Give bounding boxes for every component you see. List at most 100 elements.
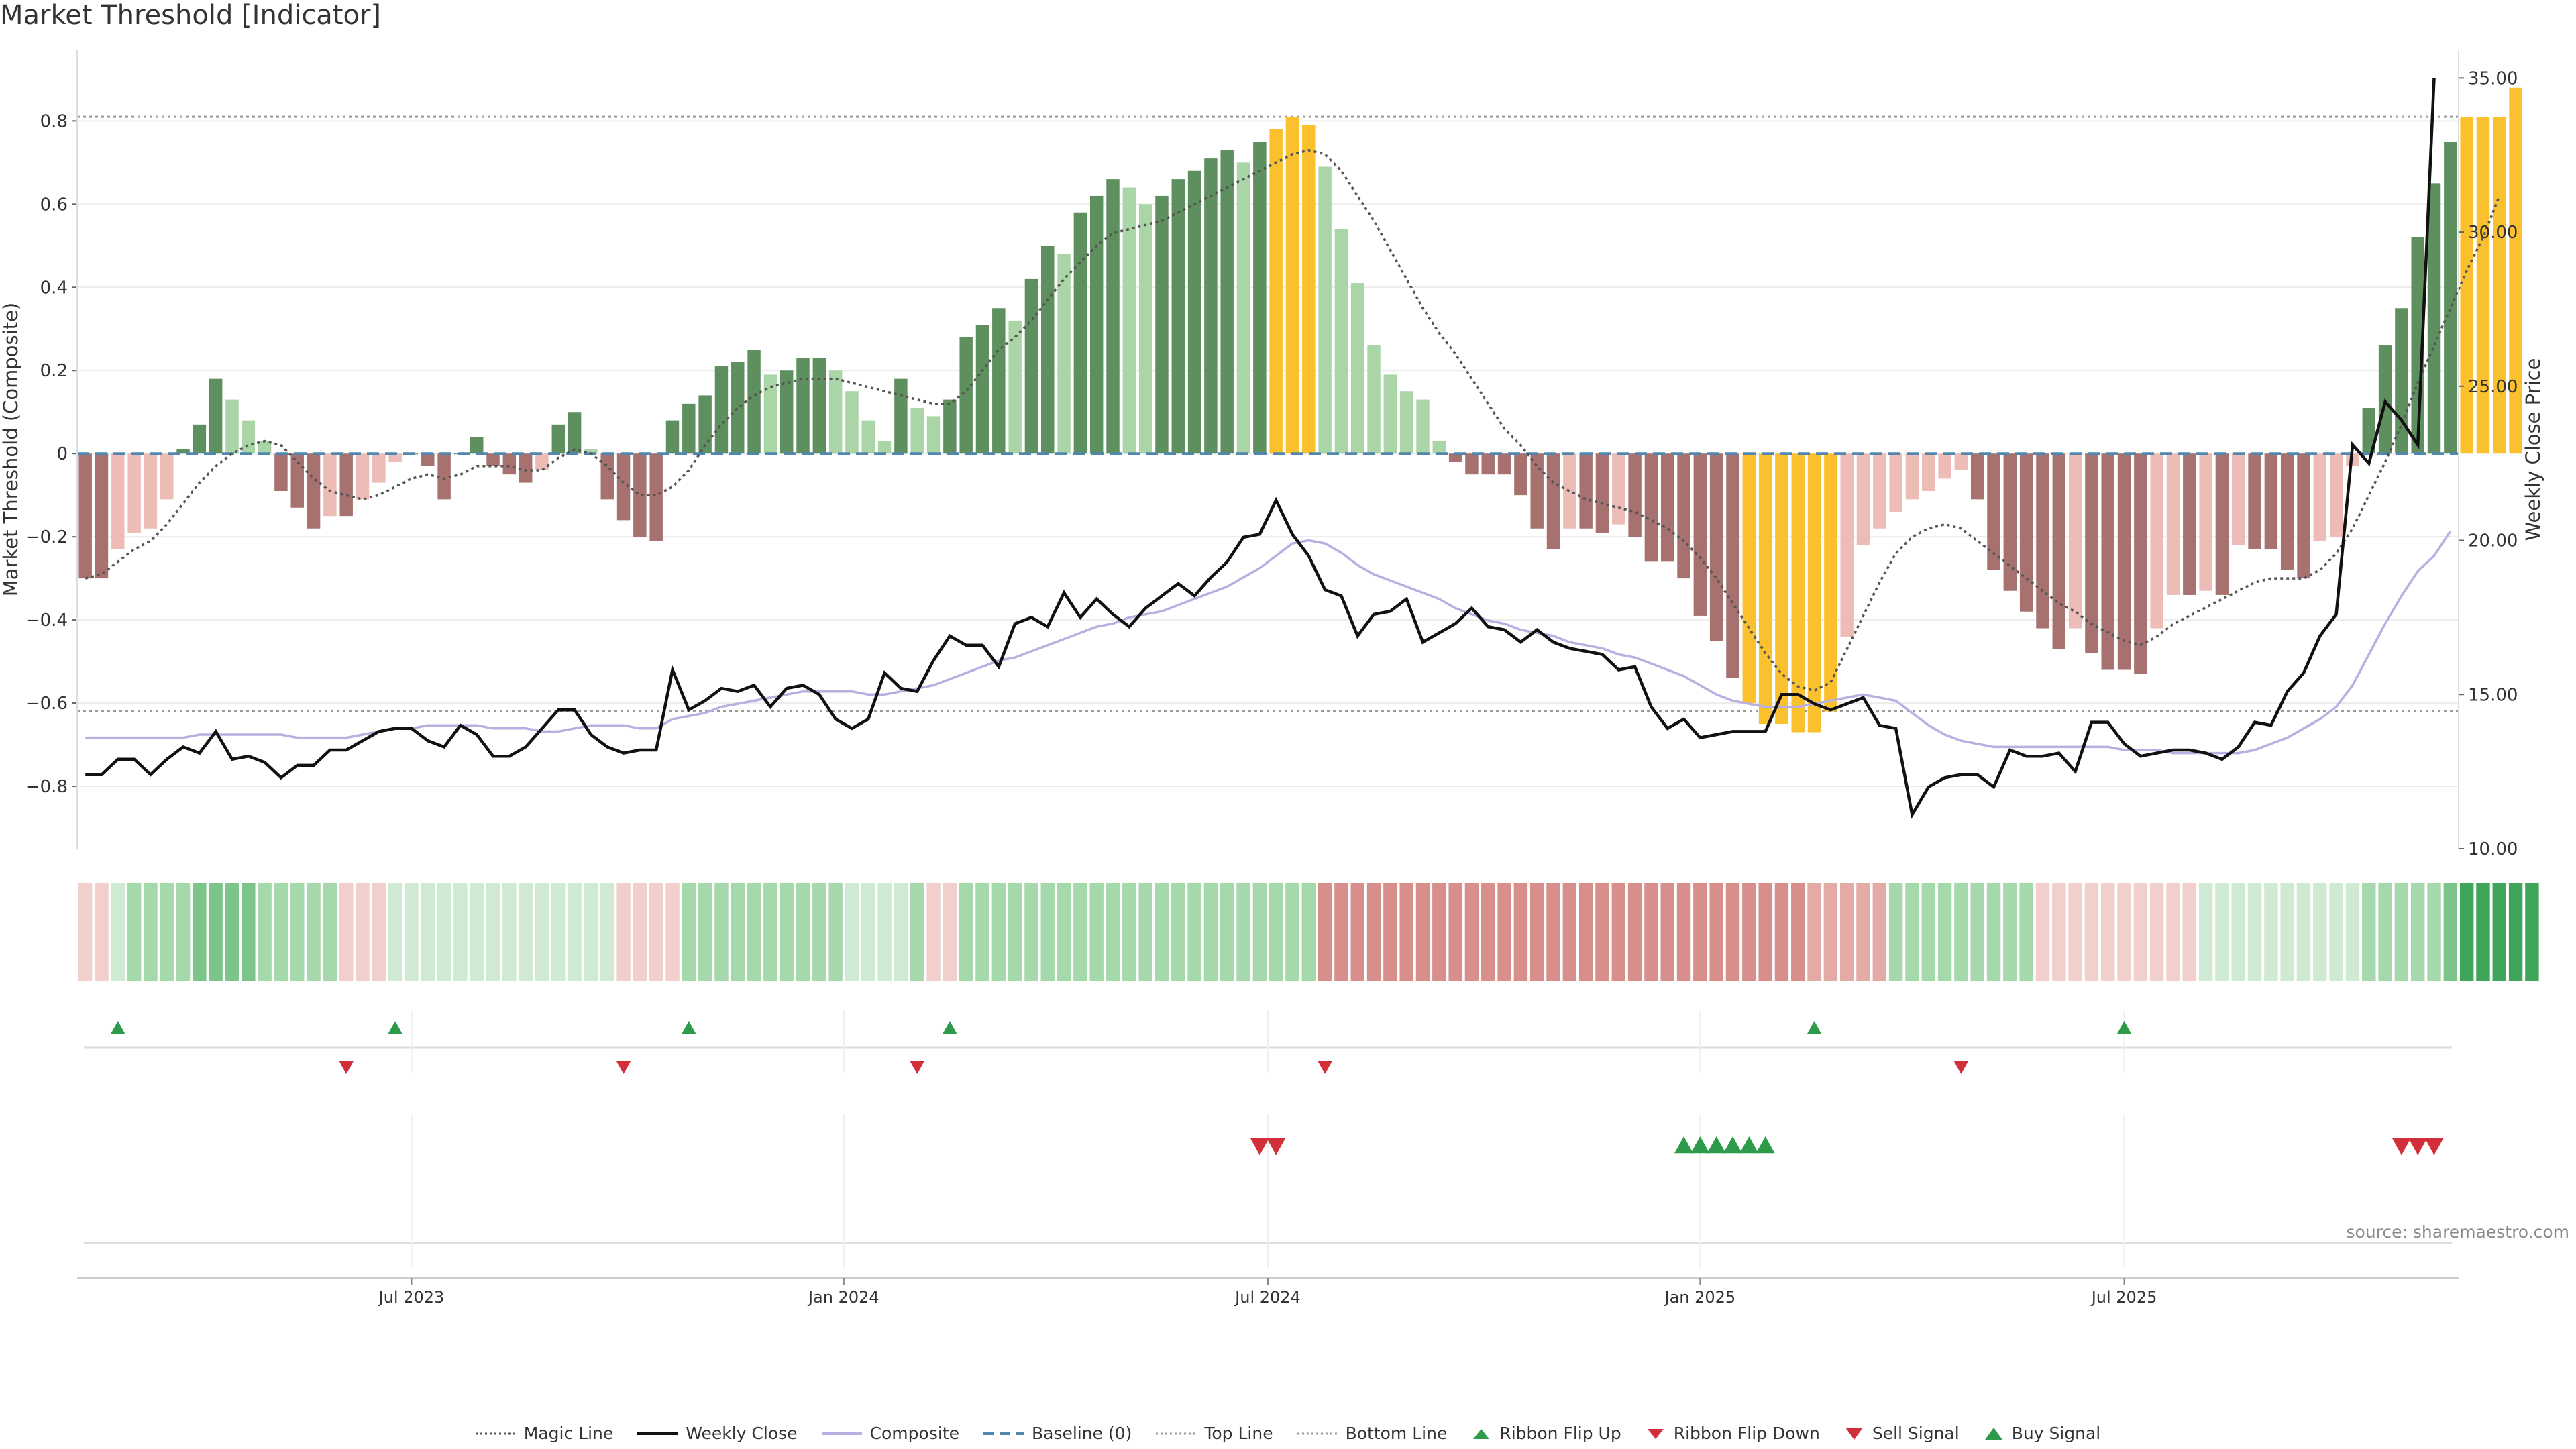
series-lines-layer xyxy=(77,78,2501,819)
composite-bar xyxy=(2329,453,2343,537)
ribbon-cell xyxy=(1497,883,1511,981)
ribbon-cell xyxy=(2003,883,2017,981)
guide-lines-layer xyxy=(77,115,2459,712)
composite-bar xyxy=(1399,391,1413,454)
ribbon-flip-up-marker xyxy=(2116,1021,2132,1034)
ribbon-cell xyxy=(2182,883,2197,981)
ribbon-cell xyxy=(258,883,272,981)
composite-bar xyxy=(616,453,631,521)
ribbon-cell xyxy=(1106,883,1120,981)
composite-bar xyxy=(2199,453,2212,591)
composite-bar xyxy=(1889,453,1902,512)
composite-bar xyxy=(551,424,566,454)
ribbon-cell xyxy=(339,883,354,981)
composite-bar xyxy=(2183,453,2196,595)
ribbon-flip-up-marker xyxy=(681,1021,696,1034)
ribbon-cell xyxy=(1611,883,1625,981)
ribbon-cell xyxy=(127,883,142,981)
sell-signal-marker xyxy=(2392,1138,2411,1155)
composite-bar xyxy=(1758,453,1772,724)
composite-bar xyxy=(1856,453,1870,545)
composite-bar xyxy=(1008,320,1022,454)
ribbon-cell xyxy=(714,883,729,981)
composite-bar xyxy=(356,453,370,500)
ribbon-cell xyxy=(959,883,973,981)
ribbon-cell xyxy=(78,883,93,981)
ribbon-cell xyxy=(2247,883,2262,981)
ribbon-cell xyxy=(2394,883,2409,981)
composite-bar xyxy=(1367,345,1381,454)
ribbon-cell xyxy=(193,883,207,981)
ribbon-cell xyxy=(209,883,223,981)
ribbon-cell xyxy=(616,883,631,981)
ribbon-cell xyxy=(437,883,451,981)
composite-bar xyxy=(1089,195,1104,454)
composite-bar xyxy=(796,358,810,454)
y-tick-label: 0.4 xyxy=(40,278,68,298)
composite-bar xyxy=(2313,453,2327,541)
buy-signal-marker xyxy=(1674,1136,1694,1154)
ribbon-cell xyxy=(290,883,305,981)
buy-signal-marker xyxy=(1707,1136,1726,1154)
ribbon-cell xyxy=(486,883,500,981)
ribbon-cell xyxy=(1807,883,1821,981)
y2-tick-label: 35.00 xyxy=(2468,68,2518,89)
ribbon-cell xyxy=(1578,883,1593,981)
composite-bar xyxy=(2232,453,2245,545)
composite-bar xyxy=(1351,283,1364,454)
sell-signal-marker xyxy=(1250,1138,1269,1155)
y-tick-label: −0.2 xyxy=(25,527,68,547)
ribbon-cell xyxy=(1905,883,1919,981)
ribbon-cell xyxy=(2329,883,2343,981)
ribbon-cell xyxy=(1627,883,1642,981)
composite-bar xyxy=(1873,453,1886,529)
ribbon-cell xyxy=(1399,883,1413,981)
ribbon-cell xyxy=(1334,883,1348,981)
ribbon-cell xyxy=(519,883,533,981)
ribbon-cell xyxy=(649,883,663,981)
composite-bar xyxy=(845,391,859,454)
x-tick-label: Jul 2024 xyxy=(1234,1288,1301,1307)
composite-bar xyxy=(959,337,973,454)
ribbon-cell xyxy=(910,883,924,981)
ribbon-cell xyxy=(1138,883,1152,981)
solid-line-icon xyxy=(637,1432,678,1435)
ribbon-cell xyxy=(502,883,517,981)
ribbon-cell xyxy=(225,883,239,981)
composite-bar xyxy=(1041,246,1055,454)
ribbon-cell xyxy=(1970,883,1984,981)
composite-bar xyxy=(731,362,745,454)
ribbon-cell xyxy=(2296,883,2311,981)
composite-bars-layer xyxy=(78,87,2522,733)
ribbon-cell xyxy=(372,883,386,981)
ribbon-cell xyxy=(1481,883,1495,981)
ribbon-cell xyxy=(1937,883,1952,981)
ribbon-cell xyxy=(1986,883,2001,981)
ribbon-cell xyxy=(1791,883,1805,981)
ribbon-cell xyxy=(1888,883,1903,981)
ribbon-cell xyxy=(877,883,892,981)
composite-bar xyxy=(1073,212,1087,454)
ribbon-cell xyxy=(2052,883,2066,981)
composite-bar xyxy=(193,424,207,454)
ribbon-cell xyxy=(698,883,712,981)
composite-bar xyxy=(2036,453,2049,629)
composite-bar xyxy=(258,441,272,454)
ribbon-cell xyxy=(1709,883,1723,981)
triangle-up-icon xyxy=(1473,1428,1490,1439)
composite-bar xyxy=(763,374,777,454)
sell-signal-marker xyxy=(2408,1138,2428,1155)
ribbon-cell xyxy=(1366,883,1381,981)
composite-bar xyxy=(519,453,533,483)
ribbon-cell xyxy=(2427,883,2441,981)
ribbon-cell xyxy=(1856,883,1870,981)
y-tick-label: 0.2 xyxy=(40,361,68,381)
ribbon-cell xyxy=(828,883,843,981)
ribbon-cell xyxy=(2525,883,2539,981)
ribbon-cell xyxy=(780,883,794,981)
legend-item-bottom-line: Bottom Line xyxy=(1297,1424,1447,1443)
composite-bar xyxy=(649,453,663,541)
composite-bar xyxy=(1432,441,1446,454)
ribbon-cell xyxy=(535,883,549,981)
ribbon-cell xyxy=(2101,883,2115,981)
